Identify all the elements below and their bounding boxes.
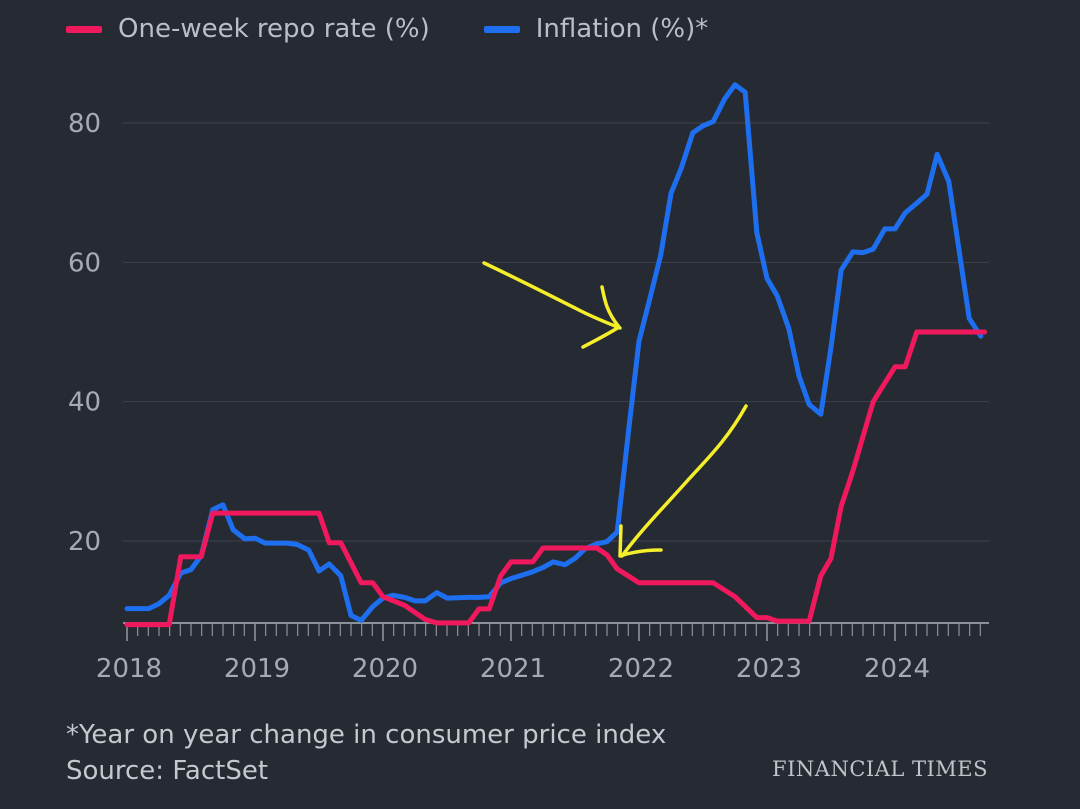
- series-lines: [124, 82, 988, 628]
- source-note: Source: FactSet: [66, 756, 269, 786]
- series-line-inflation: [124, 82, 984, 623]
- legend-item-inflation: Inflation (%)*: [483, 14, 709, 44]
- x-tick-label: 2018: [96, 654, 162, 684]
- x-tick-label: 2023: [736, 654, 802, 684]
- legend-swatch-repo: [66, 25, 102, 33]
- y-tick-label: 20: [68, 527, 101, 557]
- y-tick-label: 80: [68, 109, 101, 139]
- chart-footer: *Year on year change in consumer price i…: [66, 717, 666, 789]
- y-tick-label: 60: [68, 248, 101, 278]
- x-tick-label: 2020: [352, 654, 418, 684]
- x-tick-label: 2019: [224, 654, 290, 684]
- publisher-logo: FINANCIAL TIMES: [772, 757, 988, 781]
- annotation-arrow-lower: [618, 404, 748, 558]
- x-tick-label: 2024: [864, 654, 930, 684]
- handwritten-annotations: [482, 261, 748, 558]
- y-axis-tick-labels: 20 40 60 80: [68, 109, 101, 557]
- x-axis: 2018 2019 2020 2021 2022 2023 2024: [96, 622, 989, 684]
- y-tick-label: 40: [68, 388, 101, 418]
- legend-label-inflation: Inflation (%)*: [535, 14, 709, 44]
- legend-swatch-inflation: [483, 25, 520, 33]
- legend-item-repo: One-week repo rate (%): [66, 14, 430, 44]
- legend-label-repo: One-week repo rate (%): [118, 14, 430, 44]
- annotation-arrow-upper: [482, 261, 622, 349]
- x-tick-label: 2022: [608, 654, 674, 684]
- chart-legend: One-week repo rate (%) Inflation (%)*: [66, 14, 762, 44]
- footnote: *Year on year change in consumer price i…: [66, 720, 667, 750]
- x-tick-label: 2021: [480, 654, 546, 684]
- gridlines: [123, 122, 989, 542]
- series-line-repo: [124, 329, 988, 628]
